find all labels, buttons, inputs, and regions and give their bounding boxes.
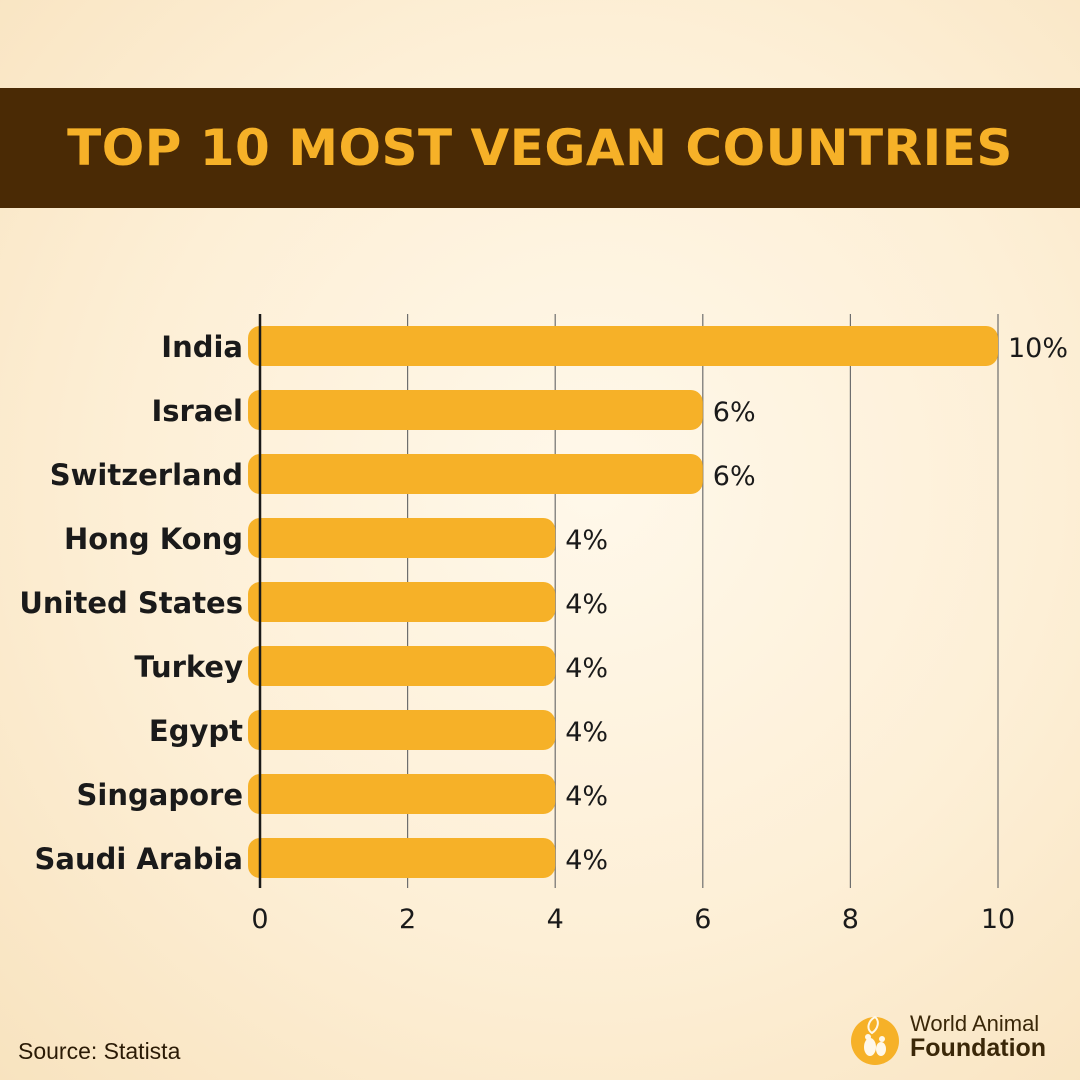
category-label: United States xyxy=(19,586,243,620)
data-label: 4% xyxy=(565,717,608,748)
category-label: Egypt xyxy=(149,714,243,748)
data-label: 4% xyxy=(565,781,608,812)
brand-logo: World Animal Foundation xyxy=(848,1004,1068,1070)
category-label: Turkey xyxy=(134,650,243,684)
logo-text-line1: World Animal xyxy=(910,1011,1040,1037)
x-tick-label: 2 xyxy=(399,904,416,935)
title-banner: TOP 10 MOST VEGAN COUNTRIES xyxy=(0,88,1080,208)
page-title: TOP 10 MOST VEGAN COUNTRIES xyxy=(67,119,1013,177)
data-label: 4% xyxy=(565,589,608,620)
bar xyxy=(248,774,556,814)
data-label: 10% xyxy=(1008,333,1068,364)
data-label: 4% xyxy=(565,525,608,556)
paw-leaf-logo-icon xyxy=(851,1015,899,1065)
category-label: Switzerland xyxy=(50,458,243,492)
bar xyxy=(248,326,998,366)
bar xyxy=(248,710,556,750)
bar xyxy=(248,518,556,558)
x-tick-label: 8 xyxy=(842,904,859,935)
x-tick-label: 10 xyxy=(981,904,1015,935)
category-label: Israel xyxy=(151,394,243,428)
bar xyxy=(248,646,556,686)
category-label: India xyxy=(161,330,243,364)
x-tick-label: 6 xyxy=(694,904,711,935)
logo-text-line2: Foundation xyxy=(910,1034,1047,1063)
data-label: 6% xyxy=(713,461,756,492)
bar xyxy=(248,582,556,622)
bar xyxy=(248,390,703,430)
x-tick-label: 0 xyxy=(251,904,268,935)
source-note: Source: Statista xyxy=(18,1038,181,1064)
data-label: 4% xyxy=(565,845,608,876)
category-label: Hong Kong xyxy=(64,522,243,556)
category-label: Singapore xyxy=(77,778,243,812)
category-label: Saudi Arabia xyxy=(35,842,243,876)
data-label: 6% xyxy=(713,397,756,428)
bar xyxy=(248,454,703,494)
x-tick-label: 4 xyxy=(547,904,564,935)
bar xyxy=(248,838,556,878)
data-label: 4% xyxy=(565,653,608,684)
